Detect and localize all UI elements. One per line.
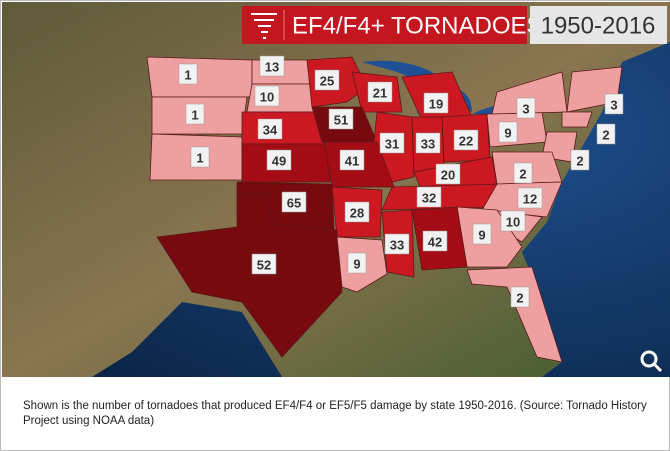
label-box — [178, 63, 198, 85]
state-value: 2 — [516, 291, 523, 306]
caption: Shown is the number of tornadoes that pr… — [23, 400, 647, 427]
label-box — [472, 223, 492, 245]
label-box — [367, 81, 393, 103]
label-box — [604, 93, 624, 115]
label-box — [435, 163, 461, 185]
label-box — [453, 129, 479, 151]
state-value: 52 — [257, 258, 271, 273]
great-lakes — [362, 60, 522, 127]
label-box — [314, 69, 340, 91]
state-value: 10 — [506, 215, 520, 230]
label-box — [384, 233, 410, 255]
label-box — [510, 286, 530, 308]
state-value: 25 — [320, 74, 334, 89]
label-box — [570, 149, 590, 171]
state-value: 2 — [519, 167, 526, 182]
state — [561, 111, 593, 128]
label-box — [259, 55, 285, 77]
state-value: 2 — [576, 154, 583, 169]
label-box — [500, 210, 526, 232]
label-box — [516, 97, 536, 119]
state-value: 22 — [459, 134, 473, 149]
state-value: 42 — [428, 235, 442, 250]
state-value: 32 — [422, 191, 436, 206]
label-box — [347, 252, 367, 274]
label-box — [423, 92, 449, 114]
label-box — [190, 146, 210, 168]
state-value: 13 — [265, 60, 279, 75]
state — [156, 193, 343, 358]
label-box — [344, 201, 370, 223]
state-value: 49 — [272, 154, 286, 169]
label-box — [416, 186, 442, 208]
state-value: 9 — [478, 228, 485, 243]
label-box — [339, 149, 365, 171]
label-box — [185, 103, 205, 125]
label-box — [257, 118, 283, 140]
state-value: 12 — [523, 192, 537, 207]
state-value: 2 — [602, 128, 609, 143]
state-value: 33 — [421, 137, 435, 152]
state-value: 34 — [263, 123, 278, 138]
state-value: 28 — [350, 206, 364, 221]
label-box — [513, 162, 533, 184]
state-value: 1 — [191, 108, 198, 123]
zoom-icon[interactable] — [640, 350, 663, 373]
period-box — [530, 6, 667, 44]
label-box — [251, 253, 277, 275]
period: 1950-2016 — [541, 13, 656, 40]
state-value: 33 — [390, 238, 404, 253]
label-box — [379, 132, 405, 154]
state-value: 3 — [522, 102, 529, 117]
label-box — [596, 123, 616, 145]
state-value: 20 — [441, 168, 455, 183]
tornado-icon — [251, 13, 277, 39]
state-value: 10 — [260, 90, 274, 105]
state-value: 65 — [287, 196, 301, 211]
label-box — [498, 121, 518, 143]
label-box — [517, 187, 543, 209]
state-value: 21 — [373, 86, 387, 101]
state-value: 3 — [610, 98, 617, 113]
state — [146, 56, 253, 98]
label-box — [266, 149, 292, 171]
state-value: 9 — [504, 126, 511, 141]
state-value: 51 — [334, 113, 348, 128]
state-value: 31 — [385, 137, 399, 152]
state-value: 41 — [345, 154, 359, 169]
state-value: 9 — [353, 257, 360, 272]
label-box — [281, 191, 307, 213]
title: EF4/F4+ TORNADOES — [292, 13, 543, 40]
title-banner — [242, 6, 527, 44]
label-box — [254, 85, 280, 107]
label-box — [415, 132, 441, 154]
label-box — [422, 230, 448, 252]
state — [466, 266, 563, 363]
label-box — [328, 108, 354, 130]
state — [241, 111, 325, 145]
state-value: 1 — [184, 68, 191, 83]
state-value: 1 — [196, 151, 203, 166]
state-value: 19 — [429, 97, 443, 112]
